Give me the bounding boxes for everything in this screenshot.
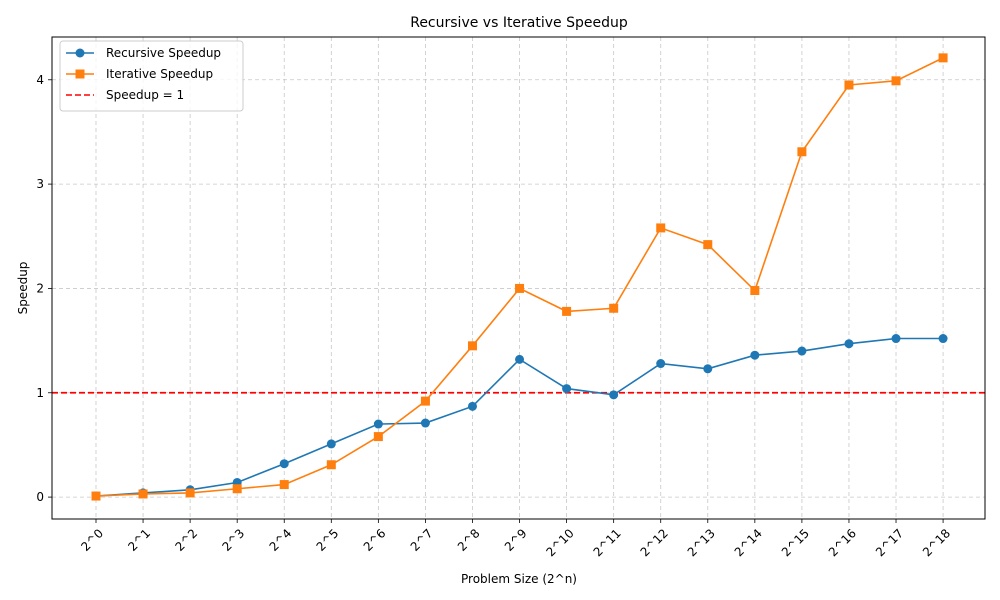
data-point-circle [420, 418, 430, 428]
legend-entry: Speedup = 1 [66, 88, 184, 102]
data-point-circle [279, 459, 289, 469]
x-tick-label: 2^16 [826, 526, 859, 559]
x-axis-title: Problem Size (2^n) [461, 572, 577, 586]
data-point-square [138, 489, 148, 499]
x-tick-label: 2^5 [314, 526, 342, 554]
legend-box [59, 40, 244, 112]
data-point-circle [656, 359, 666, 369]
data-point-circle [891, 334, 901, 344]
x-tick-label: 2^9 [502, 526, 530, 554]
data-point-square [797, 147, 807, 157]
x-tick-label: 2^3 [219, 526, 247, 554]
legend-marker [75, 69, 85, 79]
data-point-circle [938, 334, 948, 344]
x-tick-label: 2^1 [125, 526, 153, 554]
data-point-circle [797, 346, 807, 356]
data-point-square [609, 303, 619, 313]
legend: Recursive Speedup Iterative Speedup Speedu… [59, 40, 244, 112]
legend-entry: Recursive Speedup [66, 46, 221, 60]
x-axis-ticks: 2^0 2^1 2^2 2^3 2^4 2^5 2^6 2^7 2^8 2^9 2^10 2^11 2^… [78, 519, 953, 559]
data-point-circle [467, 401, 477, 411]
data-point-circle [609, 390, 619, 400]
legend-label: Iterative Speedup [106, 67, 213, 81]
data-point-square [703, 240, 713, 250]
series-1 [91, 53, 948, 501]
data-point-square [891, 76, 901, 86]
data-point-square [562, 306, 572, 316]
data-point-square [844, 80, 854, 90]
data-point-circle [515, 354, 525, 364]
data-point-circle [562, 384, 572, 394]
y-tick-label: 2 [36, 281, 44, 295]
x-tick-label: 2^8 [455, 526, 483, 554]
x-tick-label: 2^17 [873, 526, 906, 559]
x-tick-label: 2^11 [591, 526, 624, 559]
data-point-square [185, 488, 195, 498]
legend-label: Recursive Speedup [106, 46, 221, 60]
data-point-circle [326, 439, 336, 449]
y-tick-label: 1 [36, 386, 44, 400]
data-point-square [326, 460, 336, 470]
data-point-square [656, 223, 666, 233]
data-point-square [938, 53, 948, 63]
data-point-square [373, 432, 383, 442]
data-point-square [91, 491, 101, 501]
x-tick-label: 2^12 [638, 526, 671, 559]
data-point-square [420, 396, 430, 406]
data-point-square [279, 480, 289, 490]
plot-frame [51, 36, 986, 520]
data-point-circle [844, 339, 854, 349]
data-point-square [232, 484, 242, 494]
x-tick-label: 2^10 [544, 526, 577, 559]
y-axis-ticks: 0 1 2 3 4 [36, 73, 52, 504]
x-tick-label: 2^0 [78, 526, 106, 554]
series-layer [91, 53, 948, 501]
data-point-circle [750, 350, 760, 360]
data-point-square [515, 283, 525, 293]
x-tick-label: 2^6 [361, 526, 389, 554]
x-tick-label: 2^2 [172, 526, 200, 554]
data-point-circle [703, 364, 713, 374]
chart-title: Recursive vs Iterative Speedup [410, 15, 628, 31]
x-tick-label: 2^14 [732, 526, 765, 559]
x-tick-label: 2^13 [685, 526, 718, 559]
x-tick-label: 2^15 [779, 526, 812, 559]
x-tick-label: 2^4 [267, 526, 295, 554]
data-point-square [750, 286, 760, 296]
y-axis-title: Speedup [16, 262, 30, 315]
y-tick-label: 0 [36, 490, 44, 504]
y-tick-label: 4 [36, 73, 44, 87]
data-point-circle [373, 419, 383, 429]
x-tick-label: 2^18 [920, 526, 953, 559]
data-point-square [467, 341, 477, 351]
legend-label: Speedup = 1 [106, 88, 184, 102]
legend-entry: Iterative Speedup [66, 67, 213, 81]
y-tick-label: 3 [36, 177, 44, 191]
x-tick-label: 2^7 [408, 526, 436, 554]
legend-marker [75, 48, 85, 58]
